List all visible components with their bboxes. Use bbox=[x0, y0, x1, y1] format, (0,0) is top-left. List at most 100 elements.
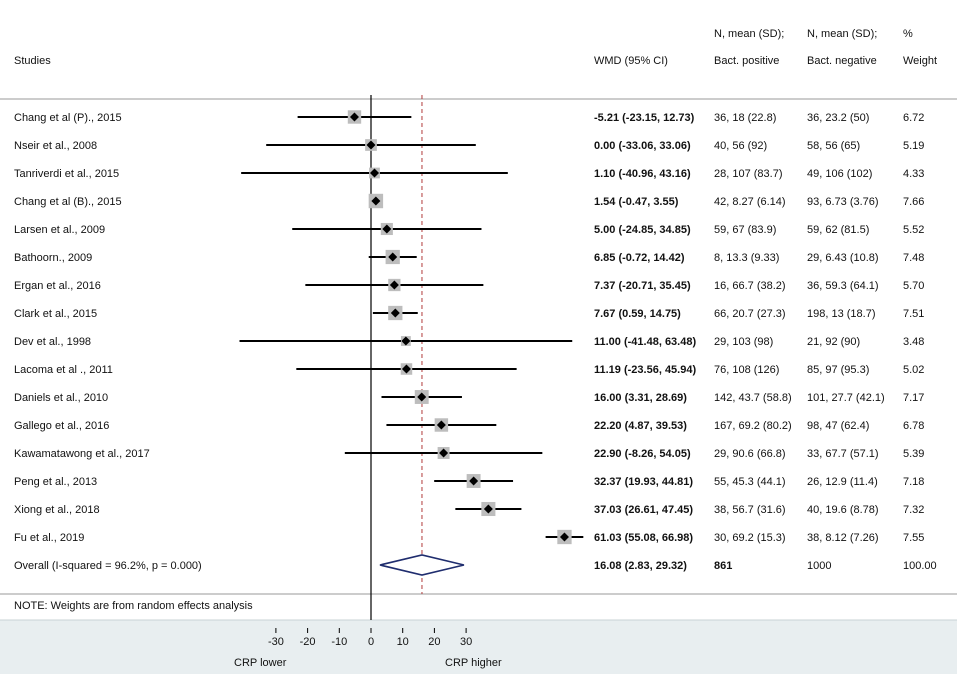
study-bact-positive: 8, 13.3 (9.33) bbox=[714, 252, 779, 264]
point-estimate bbox=[369, 168, 379, 178]
study-bact-positive: 36, 18 (22.8) bbox=[714, 112, 776, 124]
x-axis: -30 -20 -10 0 10 20 30 bbox=[268, 628, 472, 648]
study-bact-negative: 49, 106 (102) bbox=[807, 168, 872, 180]
study-ci-text: 16.00 (3.31, 28.69) bbox=[594, 392, 687, 404]
x-tick-label: 30 bbox=[460, 636, 472, 648]
x-tick-label: 0 bbox=[368, 636, 374, 648]
study-bact-negative: 59, 62 (81.5) bbox=[807, 224, 869, 236]
study-label: Bathoorn., 2009 bbox=[14, 252, 92, 264]
x-tick-label: -10 bbox=[331, 636, 347, 648]
study-ci-text: 22.20 (4.87, 39.53) bbox=[594, 420, 687, 432]
axis-band bbox=[0, 620, 957, 674]
study-label: Gallego et al., 2016 bbox=[14, 420, 109, 432]
study-bact-positive: 40, 56 (92) bbox=[714, 140, 767, 152]
study-label: Xiong et al., 2018 bbox=[14, 504, 100, 516]
study-weight: 5.70 bbox=[903, 280, 924, 292]
point-estimate bbox=[366, 140, 376, 150]
overall-bact-positive: 861 bbox=[714, 560, 732, 572]
x-tick-label: -20 bbox=[300, 636, 316, 648]
study-bact-positive: 76, 108 (126) bbox=[714, 364, 779, 376]
study-label: Kawamatawong et al., 2017 bbox=[14, 448, 150, 460]
study-ci-text: 0.00 (-33.06, 33.06) bbox=[594, 140, 691, 152]
study-bact-negative: 29, 6.43 (10.8) bbox=[807, 252, 879, 264]
header-pos-line1: N, mean (SD); bbox=[714, 28, 784, 40]
study-bact-positive: 30, 69.2 (15.3) bbox=[714, 532, 786, 544]
point-estimate bbox=[469, 476, 479, 486]
study-weight: 5.02 bbox=[903, 364, 924, 376]
header-pos-line2: Bact. positive bbox=[714, 55, 779, 67]
study-bact-positive: 42, 8.27 (6.14) bbox=[714, 196, 786, 208]
point-estimate bbox=[401, 336, 411, 346]
study-bact-negative: 93, 6.73 (3.76) bbox=[807, 196, 879, 208]
study-label: Peng et al., 2013 bbox=[14, 476, 97, 488]
study-ci-text: 11.00 (-41.48, 63.48) bbox=[594, 336, 696, 348]
study-label: Tanriverdi et al., 2015 bbox=[14, 168, 119, 180]
header-studies: Studies bbox=[14, 55, 51, 67]
study-bact-positive: 142, 43.7 (58.8) bbox=[714, 392, 792, 404]
point-estimate bbox=[382, 224, 392, 234]
study-weight: 6.78 bbox=[903, 420, 924, 432]
study-ci-text: 5.00 (-24.85, 34.85) bbox=[594, 224, 691, 236]
study-ci-text: 37.03 (26.61, 47.45) bbox=[594, 504, 693, 516]
header-wmd: WMD (95% CI) bbox=[594, 55, 668, 67]
point-estimate bbox=[371, 196, 381, 206]
study-weight: 7.18 bbox=[903, 476, 924, 488]
study-ci-text: 7.37 (-20.71, 35.45) bbox=[594, 280, 691, 292]
study-bact-negative: 40, 19.6 (8.78) bbox=[807, 504, 879, 516]
point-estimate bbox=[349, 112, 359, 122]
study-weight: 7.48 bbox=[903, 252, 924, 264]
study-weight: 3.48 bbox=[903, 336, 924, 348]
study-bact-positive: 59, 67 (83.9) bbox=[714, 224, 776, 236]
study-ci-text: 61.03 (55.08, 66.98) bbox=[594, 532, 693, 544]
study-ci-text: 11.19 (-23.56, 45.94) bbox=[594, 364, 696, 376]
header-weight-line2: Weight bbox=[903, 55, 937, 67]
overall-bact-negative: 1000 bbox=[807, 560, 831, 572]
study-label: Lacoma et al ., 2011 bbox=[14, 364, 113, 376]
study-bact-positive: 28, 107 (83.7) bbox=[714, 168, 783, 180]
study-bact-positive: 55, 45.3 (44.1) bbox=[714, 476, 786, 488]
study-label: Chang et al (P)., 2015 bbox=[14, 112, 122, 124]
overall-weight: 100.00 bbox=[903, 560, 937, 572]
header-neg-line2: Bact. negative bbox=[807, 55, 877, 67]
plot-marks bbox=[239, 95, 584, 620]
point-estimate bbox=[559, 532, 569, 542]
study-bact-positive: 16, 66.7 (38.2) bbox=[714, 280, 786, 292]
study-bact-negative: 98, 47 (62.4) bbox=[807, 420, 869, 432]
study-bact-negative: 85, 97 (95.3) bbox=[807, 364, 869, 376]
study-bact-negative: 26, 12.9 (11.4) bbox=[807, 476, 878, 488]
study-weight: 5.52 bbox=[903, 224, 924, 236]
overall-diamond bbox=[379, 554, 465, 576]
point-estimate bbox=[436, 420, 446, 430]
study-ci-text: 1.54 (-0.47, 3.55) bbox=[594, 196, 679, 208]
study-label: Dev et al., 1998 bbox=[14, 336, 91, 348]
x-tick-label: 10 bbox=[397, 636, 409, 648]
study-weight: 7.32 bbox=[903, 504, 924, 516]
study-weight: 4.33 bbox=[903, 168, 924, 180]
study-label: Nseir et al., 2008 bbox=[14, 140, 97, 152]
study-bact-positive: 38, 56.7 (31.6) bbox=[714, 504, 786, 516]
study-ci-text: 22.90 (-8.26, 54.05) bbox=[594, 448, 691, 460]
study-bact-positive: 66, 20.7 (27.3) bbox=[714, 308, 786, 320]
study-ci-text: 6.85 (-0.72, 14.42) bbox=[594, 252, 685, 264]
study-bact-negative: 58, 56 (65) bbox=[807, 140, 860, 152]
study-weight: 5.39 bbox=[903, 448, 924, 460]
study-bact-negative: 36, 59.3 (64.1) bbox=[807, 280, 879, 292]
study-ci-text: 32.37 (19.93, 44.81) bbox=[594, 476, 693, 488]
study-label: Clark et al., 2015 bbox=[14, 308, 97, 320]
study-label: Chang et al (B)., 2015 bbox=[14, 196, 122, 208]
study-bact-positive: 29, 90.6 (66.8) bbox=[714, 448, 786, 460]
study-label: Fu et al., 2019 bbox=[14, 532, 84, 544]
note-text: NOTE: Weights are from random effects an… bbox=[14, 600, 253, 612]
study-weight: 7.17 bbox=[903, 392, 924, 404]
x-tick-label: -30 bbox=[268, 636, 284, 648]
point-estimate bbox=[390, 308, 400, 318]
study-bact-negative: 33, 67.7 (57.1) bbox=[807, 448, 879, 460]
x-label-right: CRP higher bbox=[445, 657, 502, 669]
study-weight: 7.66 bbox=[903, 196, 924, 208]
study-ci-text: -5.21 (-23.15, 12.73) bbox=[594, 112, 695, 124]
study-bact-negative: 101, 27.7 (42.1) bbox=[807, 392, 885, 404]
study-weight: 5.19 bbox=[903, 140, 924, 152]
study-bact-positive: 167, 69.2 (80.2) bbox=[714, 420, 792, 432]
study-bact-negative: 36, 23.2 (50) bbox=[807, 112, 869, 124]
